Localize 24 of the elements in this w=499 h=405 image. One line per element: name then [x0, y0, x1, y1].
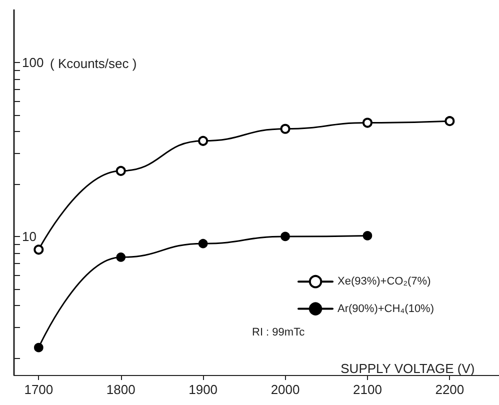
point	[444, 116, 455, 126]
annotation: RI : 99mTc	[252, 326, 306, 338]
x-tick-label: 1900	[188, 382, 218, 397]
point	[116, 166, 126, 176]
x-tick-label: 2000	[270, 382, 300, 397]
point	[198, 238, 208, 248]
point	[116, 252, 126, 262]
point	[34, 244, 44, 255]
point	[280, 232, 290, 242]
y-tick-label: 10	[22, 228, 36, 244]
x-axis-title: SUPPLY VOLTAGE (V)	[340, 361, 475, 376]
y-tick-label: 100	[22, 54, 44, 70]
point	[34, 342, 44, 352]
x-tick-label: 2100	[353, 382, 382, 397]
point	[362, 118, 372, 128]
point	[198, 136, 208, 146]
legend-label: Xe(93%)+CO₂(7%)	[338, 276, 431, 288]
x-tick-label: 1800	[106, 382, 136, 397]
point	[362, 231, 372, 240]
x-tick-label: 1700	[24, 382, 54, 397]
point	[280, 124, 290, 134]
x-tick-label: 2200	[435, 382, 464, 397]
legend-label: Ar(90%)+CH₄(10%)	[338, 302, 434, 315]
y-axis-title: ( Kcounts/sec )	[50, 56, 137, 71]
